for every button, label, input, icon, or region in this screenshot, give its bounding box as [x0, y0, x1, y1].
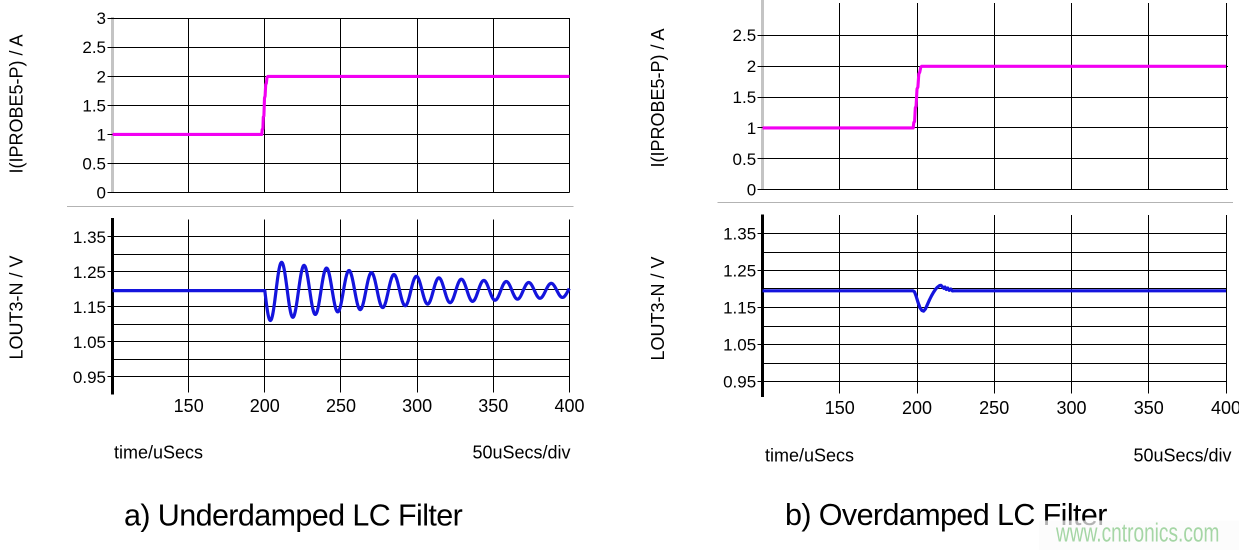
svg-text:300: 300: [1056, 398, 1086, 418]
svg-text:1.25: 1.25: [73, 263, 106, 282]
svg-text:2.5: 2.5: [733, 26, 757, 45]
svg-text:I(IPROBE5-P) / A: I(IPROBE5-P) / A: [648, 28, 668, 167]
svg-text:0.95: 0.95: [723, 373, 756, 392]
svg-text:2.5: 2.5: [82, 38, 106, 57]
svg-text:www.cntronics.com: www.cntronics.com: [1055, 517, 1219, 547]
svg-text:400: 400: [554, 396, 584, 416]
svg-text:300: 300: [402, 396, 432, 416]
svg-text:0: 0: [97, 184, 106, 203]
svg-text:250: 250: [326, 396, 356, 416]
svg-text:0.5: 0.5: [82, 154, 106, 173]
svg-text:150: 150: [174, 396, 204, 416]
svg-text:1.15: 1.15: [723, 299, 756, 318]
svg-text:0: 0: [747, 181, 756, 200]
svg-text:1.5: 1.5: [733, 88, 757, 107]
svg-text:200: 200: [250, 396, 280, 416]
svg-text:1.05: 1.05: [723, 336, 756, 355]
svg-text:time/uSecs: time/uSecs: [114, 443, 203, 463]
svg-text:1: 1: [747, 119, 756, 138]
svg-text:0.95: 0.95: [73, 368, 106, 387]
svg-text:1.05: 1.05: [73, 333, 106, 352]
svg-text:1.25: 1.25: [723, 262, 756, 281]
svg-text:time/uSecs: time/uSecs: [765, 446, 854, 466]
svg-text:150: 150: [825, 398, 855, 418]
svg-text:50uSecs/div: 50uSecs/div: [1133, 446, 1231, 466]
svg-text:200: 200: [902, 398, 932, 418]
svg-text:1: 1: [97, 125, 106, 144]
svg-text:2: 2: [97, 67, 106, 86]
svg-text:I(IPROBE5-P) / A: I(IPROBE5-P) / A: [7, 34, 27, 173]
svg-text:350: 350: [1134, 398, 1164, 418]
svg-text:LOUT3-N / V: LOUT3-N / V: [7, 255, 27, 359]
svg-text:50uSecs/div: 50uSecs/div: [472, 443, 570, 463]
svg-text:a) Underdamped LC Filter: a) Underdamped LC Filter: [124, 499, 463, 533]
svg-text:350: 350: [478, 396, 508, 416]
svg-text:250: 250: [979, 398, 1009, 418]
svg-text:1.35: 1.35: [723, 225, 756, 244]
svg-text:400: 400: [1211, 398, 1239, 418]
svg-text:0.5: 0.5: [733, 150, 757, 169]
svg-text:1.5: 1.5: [82, 96, 106, 115]
svg-text:LOUT3-N / V: LOUT3-N / V: [648, 256, 668, 360]
svg-text:1.15: 1.15: [73, 298, 106, 317]
svg-text:2: 2: [747, 57, 756, 76]
svg-text:1.35: 1.35: [73, 228, 106, 247]
svg-text:3: 3: [97, 9, 106, 28]
